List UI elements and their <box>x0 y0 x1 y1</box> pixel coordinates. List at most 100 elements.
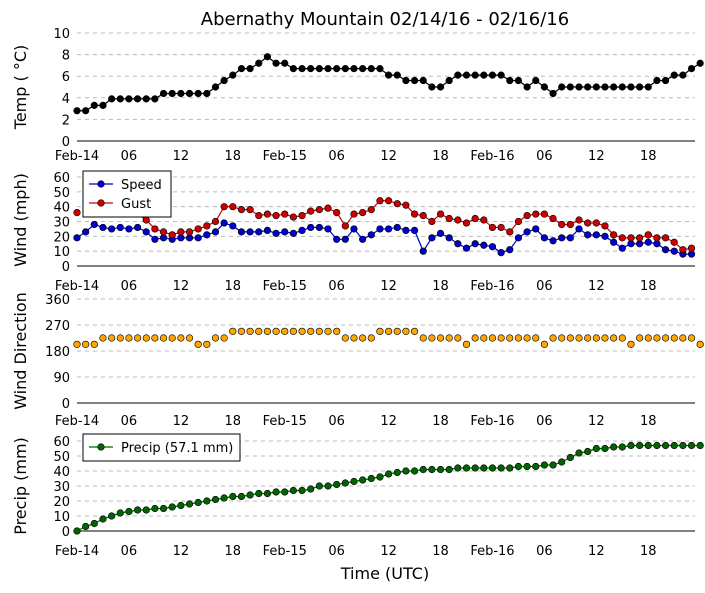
data-point <box>584 334 592 342</box>
data-point <box>497 334 505 342</box>
data-point <box>436 229 445 237</box>
y-tick-label: 40 <box>53 201 70 216</box>
data-point <box>592 334 600 342</box>
data-point <box>592 83 600 91</box>
data-point <box>159 89 168 98</box>
data-point <box>376 473 384 481</box>
legend-marker <box>97 443 105 451</box>
data-point <box>289 65 297 73</box>
x-tick-label: Feb-16 <box>470 544 514 559</box>
data-point <box>428 83 436 91</box>
data-point <box>341 479 349 487</box>
x-tick-label: 18 <box>640 544 657 559</box>
x-tick-label: 12 <box>380 279 397 294</box>
data-point <box>125 95 133 103</box>
data-point <box>636 83 644 91</box>
data-point <box>99 101 107 109</box>
data-point <box>506 464 514 472</box>
data-point <box>566 220 574 229</box>
data-point <box>177 89 185 98</box>
data-point <box>532 334 540 342</box>
data-point <box>367 65 375 73</box>
data-point <box>298 226 306 234</box>
data-point <box>419 247 427 255</box>
data-point <box>289 213 297 221</box>
x-tick-label: 06 <box>121 279 138 294</box>
data-point <box>462 71 471 79</box>
data-point <box>618 334 626 342</box>
data-point <box>514 76 523 85</box>
x-tick-label: Feb-14 <box>55 414 99 429</box>
data-point <box>142 334 150 342</box>
data-point <box>514 234 523 242</box>
chart-title: Abernathy Mountain 02/14/16 - 02/16/16 <box>201 9 569 30</box>
data-point <box>584 219 592 227</box>
data-point <box>185 234 194 242</box>
data-point <box>419 76 427 85</box>
data-point <box>575 334 583 342</box>
y-tick-label: 0 <box>62 525 70 540</box>
data-point <box>687 65 696 73</box>
data-point <box>540 83 548 91</box>
data-point <box>255 59 263 67</box>
data-point <box>627 234 635 242</box>
data-point <box>255 211 263 220</box>
data-point <box>255 327 263 335</box>
data-point <box>393 200 401 208</box>
x-tick-label: 12 <box>380 544 397 559</box>
x-tick-label: Feb-16 <box>470 279 514 294</box>
data-point <box>367 206 375 214</box>
data-point <box>255 489 263 498</box>
data-point <box>125 507 133 516</box>
x-tick-label: Feb-14 <box>55 149 99 164</box>
data-point <box>679 334 687 342</box>
panel-direction: 0 90 180 270 360 Feb-14 06 12 18 Feb-15 06 12 18 Feb-… <box>11 292 704 429</box>
data-point <box>281 488 289 496</box>
data-point <box>653 441 661 450</box>
data-point <box>281 210 289 218</box>
data-point <box>315 223 323 232</box>
data-point <box>549 214 557 223</box>
x-tick-label: 18 <box>225 544 242 559</box>
series-precip-57-1-mm <box>73 441 704 535</box>
data-point <box>350 334 358 342</box>
y-tick-label: 30 <box>53 216 70 231</box>
data-point <box>384 470 393 478</box>
x-tick-label: 06 <box>328 544 345 559</box>
data-point <box>203 497 211 505</box>
data-point <box>203 340 211 348</box>
data-point <box>532 210 540 218</box>
data-point <box>203 89 211 98</box>
data-point <box>601 222 609 230</box>
data-point <box>272 59 280 67</box>
data-point <box>549 461 557 469</box>
data-point <box>471 240 479 248</box>
data-point <box>272 229 280 237</box>
data-point <box>558 334 566 342</box>
data-point <box>644 231 652 239</box>
x-tick-label: 12 <box>588 279 605 294</box>
data-point <box>402 467 410 475</box>
data-point <box>653 76 661 85</box>
data-point <box>159 228 168 236</box>
data-point <box>636 240 644 248</box>
data-point <box>549 237 557 245</box>
x-tick-label: 18 <box>432 279 449 294</box>
data-point <box>610 334 618 342</box>
data-point <box>229 222 237 230</box>
data-point <box>281 327 289 335</box>
data-point <box>471 464 479 472</box>
data-point <box>159 234 168 242</box>
y-tick-label: 360 <box>45 293 70 308</box>
data-point <box>159 334 168 342</box>
data-point <box>307 65 315 73</box>
x-tick-label: 18 <box>640 414 657 429</box>
data-point <box>627 240 635 248</box>
data-point <box>393 327 401 335</box>
data-point <box>108 512 116 520</box>
data-point <box>410 327 419 335</box>
x-tick-label: Feb-15 <box>263 149 307 164</box>
data-point <box>194 498 202 507</box>
y-tick-label: 8 <box>62 49 70 64</box>
